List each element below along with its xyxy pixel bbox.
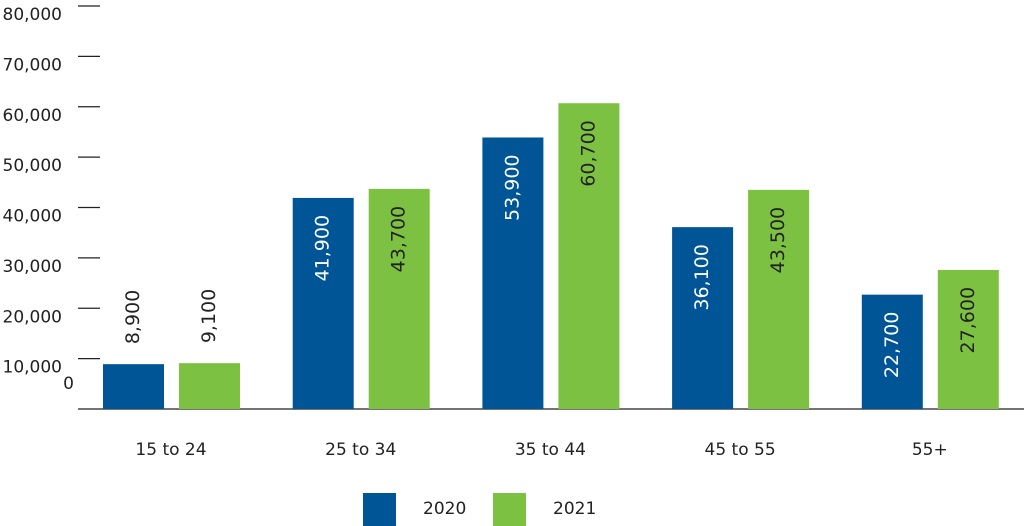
x-tick-label: 55+ [912,440,948,460]
data-label: 53,900 [501,154,523,220]
data-label: 60,700 [577,120,599,186]
x-tick-label: 35 to 44 [515,440,586,460]
bar [368,188,430,409]
y-tick-label: 70,000 [3,55,62,75]
bar [861,294,923,409]
data-label: 36,100 [691,244,713,310]
data-label: 41,900 [312,215,334,281]
y-tick-label: 60,000 [3,106,62,126]
y-tick-label: 80,000 [3,5,62,25]
y-tick-label: 0 [63,374,74,394]
bar [558,103,620,409]
data-label: 43,700 [388,206,410,272]
data-label: 9,100 [198,289,220,343]
legend-label: 2021 [553,499,596,519]
y-tick-label: 40,000 [3,207,62,227]
x-tick-label: 15 to 24 [135,440,206,460]
data-label: 27,600 [957,287,979,353]
bar [103,364,164,409]
bar [748,189,810,409]
y-tick-label: 20,000 [3,307,62,327]
bar [179,363,240,409]
x-tick-label: 45 to 55 [705,440,776,460]
bar [482,137,544,409]
y-tick-label: 50,000 [3,156,62,176]
data-label: 22,700 [881,312,903,378]
x-tick-label: 25 to 34 [325,440,396,460]
legend-swatch [363,493,396,526]
data-label: 8,900 [122,290,144,344]
bar [937,269,999,409]
data-label: 43,500 [767,207,789,273]
bar [672,227,734,409]
y-tick-label: 30,000 [3,257,62,277]
legend-label: 2020 [423,499,466,519]
legend-swatch [493,493,526,526]
bar [292,197,354,409]
y-tick-label: 10,000 [3,358,62,378]
